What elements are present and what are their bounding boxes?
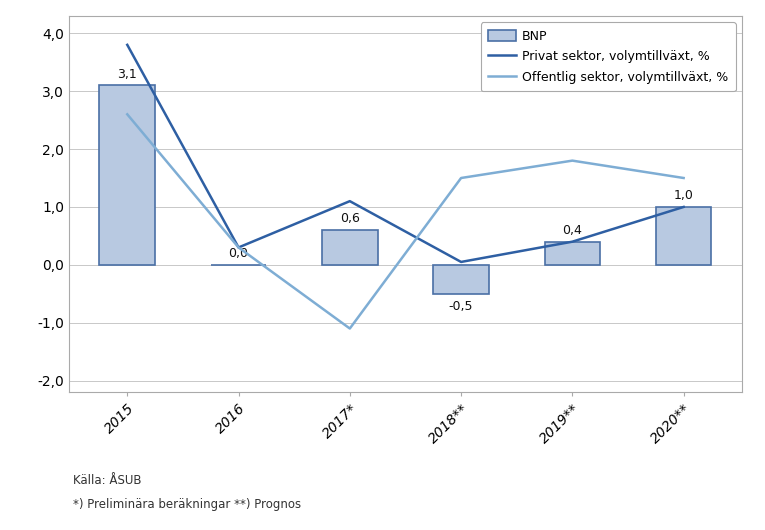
Legend: BNP, Privat sektor, volymtillväxt, %, Offentlig sektor, volymtillväxt, %: BNP, Privat sektor, volymtillväxt, %, Of…: [480, 22, 736, 91]
Bar: [545, 242, 601, 265]
Bar: [322, 230, 378, 265]
Bar: [433, 265, 489, 294]
Text: *) Preliminära beräkningar **) Prognos: *) Preliminära beräkningar **) Prognos: [73, 498, 301, 511]
Bar: [99, 85, 155, 265]
Text: -0,5: -0,5: [449, 299, 474, 313]
Text: 1,0: 1,0: [674, 189, 694, 202]
Bar: [656, 207, 711, 265]
Text: Källa: ÅSUB: Källa: ÅSUB: [73, 474, 142, 488]
Text: 0,6: 0,6: [340, 213, 360, 225]
Text: 0,0: 0,0: [229, 247, 249, 260]
Text: 3,1: 3,1: [117, 68, 137, 81]
Text: 0,4: 0,4: [562, 224, 582, 237]
